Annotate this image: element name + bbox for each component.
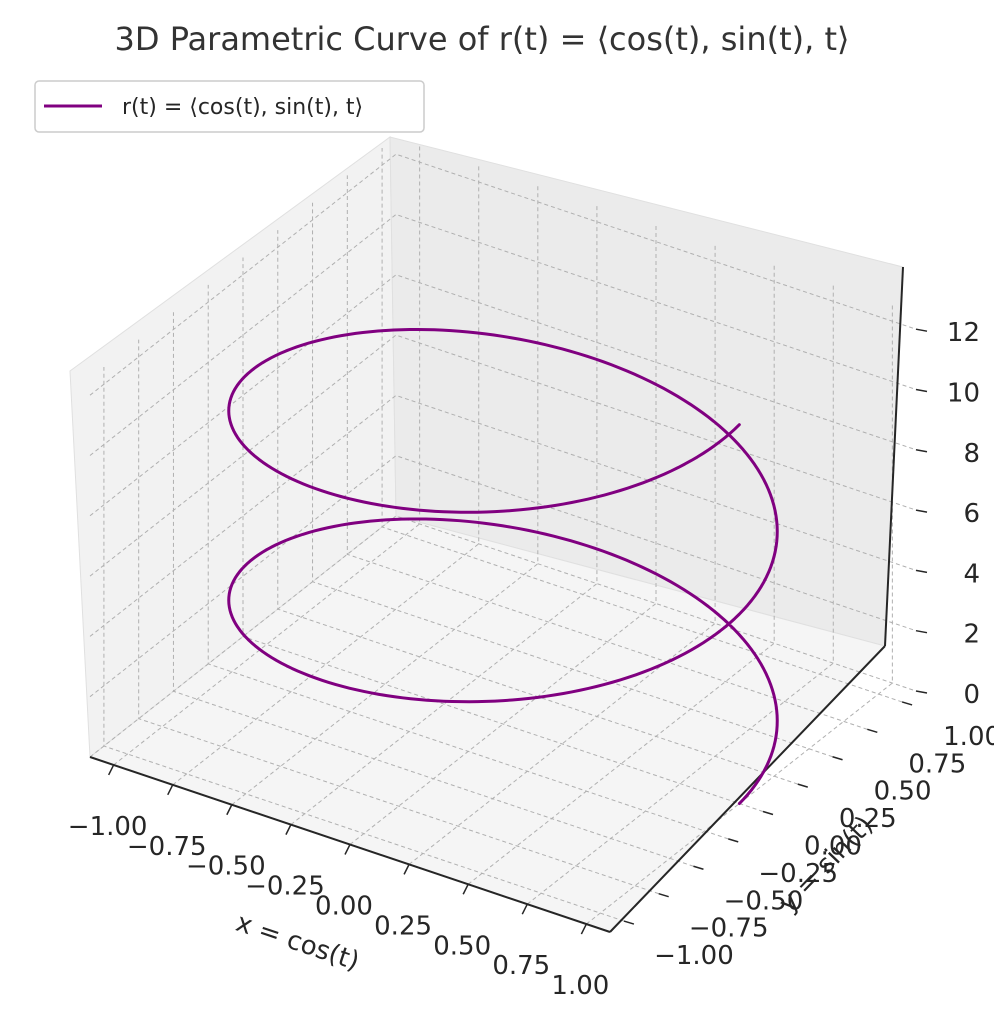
z-tick-mark: [915, 509, 928, 513]
y-tick-mark: [832, 756, 843, 761]
x-tick-mark: [107, 764, 115, 776]
grid-line-y: [242, 257, 764, 812]
x-tick-label: 0.75: [492, 951, 550, 981]
y-tick-mark: [728, 838, 739, 843]
y-tick-label: 0.75: [908, 749, 966, 779]
x-tick-mark: [462, 883, 469, 895]
axis-ticks: −1.00−0.75−0.50−0.250.000.250.500.751.00…: [68, 318, 994, 1001]
legend-entry-label: r(t) = ⟨cos(t), sin(t), t⟩: [122, 95, 363, 120]
grid-line-x: [408, 244, 716, 865]
grid-line-x: [586, 304, 893, 925]
x-tick-label: 0.25: [374, 911, 432, 941]
y-tick-mark: [762, 810, 774, 816]
grid-line-z: [89, 274, 917, 517]
x-tick-mark: [167, 784, 174, 796]
grid-lines: [89, 144, 917, 925]
grid-line-x: [290, 204, 598, 826]
y-tick-label: −0.75: [689, 914, 769, 944]
y-tick-label: −1.00: [654, 941, 734, 971]
grid-line-x: [467, 264, 775, 885]
x-tick-label: 0.00: [315, 892, 373, 922]
x-tick-label: −1.00: [68, 812, 148, 842]
z-tick-label: 0: [963, 680, 980, 710]
y-tick-mark: [901, 701, 913, 706]
grid-line-z: [89, 394, 917, 637]
grid-line-z: [89, 213, 917, 456]
z-tick-mark: [915, 690, 928, 694]
x-tick-mark: [226, 804, 233, 816]
y-tick-mark: [867, 728, 878, 734]
x-tick-mark: [403, 864, 410, 875]
series-line-helix: [227, 328, 779, 806]
z-tick-label: 2: [963, 620, 980, 650]
grid-line-x: [526, 284, 834, 905]
y-tick-mark: [658, 892, 669, 898]
x-tick-mark: [580, 923, 588, 935]
legend-box: [34, 80, 425, 133]
grid-line-z: [89, 515, 917, 758]
x-tick-mark: [285, 824, 292, 835]
y-tick-mark: [797, 783, 808, 788]
y-tick-label: 0.00: [804, 832, 862, 862]
z-tick-label: 6: [963, 499, 980, 529]
z-tick-mark: [915, 328, 928, 332]
grid-line-y: [346, 175, 868, 730]
y-axis-line: [609, 645, 886, 933]
x-tick-label: 0.50: [433, 931, 491, 961]
grid-line-x: [349, 224, 657, 845]
y-tick-mark: [693, 865, 704, 870]
z-axis-line: [884, 266, 904, 647]
plot-area: [227, 328, 779, 806]
z-tick-mark: [915, 449, 928, 453]
z-tick-mark: [915, 629, 928, 634]
x-tick-mark: [344, 844, 351, 855]
chart-title: 3D Parametric Curve of r(t) = ⟨cos(t), s…: [115, 20, 850, 58]
legend: r(t) = ⟨cos(t), sin(t), t⟩: [34, 80, 425, 133]
grid-line-z: [89, 153, 917, 396]
grid-line-x: [113, 144, 421, 766]
grid-line-z: [89, 334, 917, 577]
z-tick-label: 8: [963, 439, 980, 469]
x-tick-label: −0.25: [245, 872, 325, 902]
y-tick-label: −0.25: [758, 859, 838, 889]
y-tick-mark: [623, 920, 635, 925]
z-tick-label: 10: [947, 378, 980, 408]
grid-line-z: [89, 455, 917, 698]
x-tick-mark: [521, 903, 528, 915]
grid-line-x: [231, 184, 539, 806]
x-tick-label: 1.00: [551, 971, 609, 1001]
grid-line-x: [172, 164, 480, 786]
z-tick-mark: [915, 388, 928, 393]
z-tick-label: 4: [963, 559, 980, 589]
z-tick-mark: [915, 569, 928, 574]
y-tick-label: 1.00: [943, 722, 994, 752]
x-tick-label: −0.50: [186, 852, 266, 882]
y-tick-label: 0.25: [839, 804, 897, 834]
y-tick-label: 0.50: [874, 777, 932, 807]
grid-line-y: [138, 339, 659, 895]
y-tick-label: −0.50: [724, 886, 804, 916]
x-tick-label: −0.75: [127, 832, 207, 862]
z-tick-label: 12: [947, 318, 980, 348]
